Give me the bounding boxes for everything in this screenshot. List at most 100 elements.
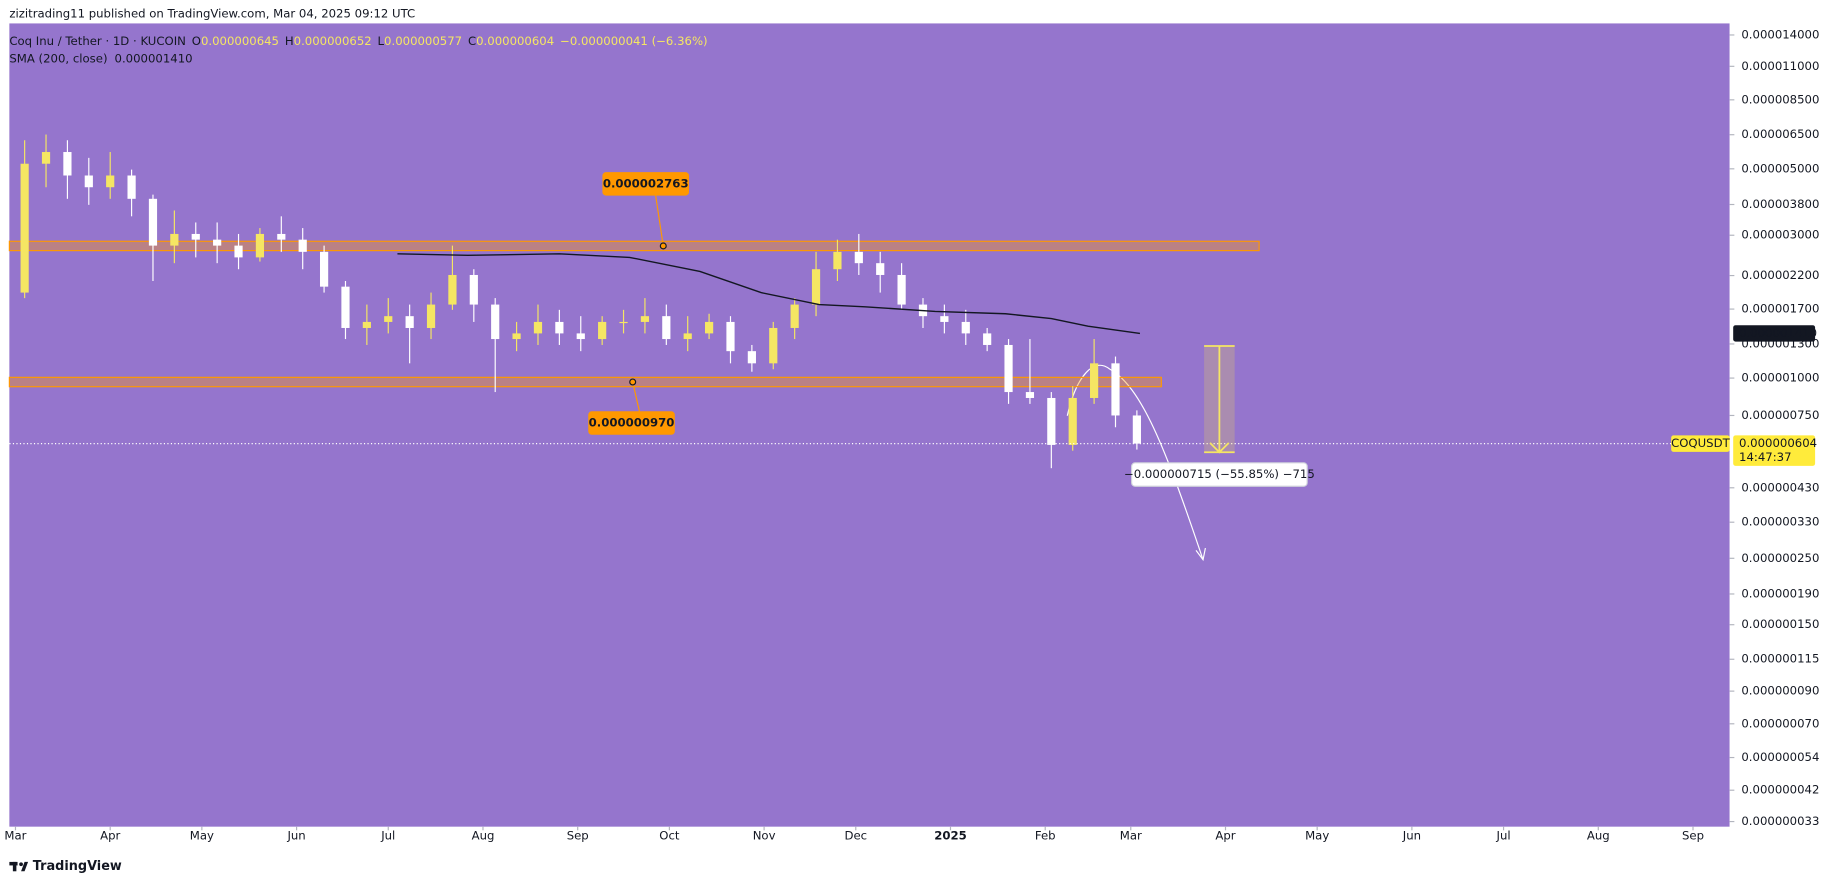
candle-body	[683, 333, 692, 340]
candle-body	[897, 274, 906, 305]
candle-body	[662, 316, 671, 340]
y-tick-label: 0.000000250	[1741, 551, 1819, 565]
candle-body	[1004, 344, 1013, 393]
y-tick-label: 0.000011000	[1741, 59, 1819, 73]
candle-body	[106, 175, 115, 188]
ohlc-value: 0.000000645	[201, 33, 279, 47]
candle-body	[769, 327, 778, 364]
y-tick-label: 0.000000070	[1741, 716, 1819, 730]
y-tick-label: 0.000000090	[1741, 684, 1819, 698]
candle-body	[1111, 363, 1120, 416]
y-tick-label: 0.000000430	[1741, 480, 1819, 494]
candle-body	[619, 321, 628, 324]
x-tick-label: Mar	[1120, 829, 1142, 843]
y-tick-label: 0.000008500	[1741, 92, 1819, 106]
candle-body	[234, 245, 243, 258]
y-tick-label: 0.000000115	[1741, 652, 1819, 666]
candle-body	[84, 175, 93, 188]
y-tick-label: 0.000000033	[1741, 814, 1819, 828]
candle-body	[876, 263, 885, 275]
y-tick-label: 0.000001000	[1741, 371, 1819, 385]
ohlc-value: 0.000000604	[476, 33, 554, 47]
x-tick-label: Apr	[100, 829, 120, 843]
candle-body	[63, 152, 72, 176]
level-anchor	[659, 242, 667, 250]
candle-body	[41, 152, 51, 164]
symbol-tag-label: COQUSDT	[1671, 436, 1731, 450]
ohlc-value: 0.000000577	[384, 33, 462, 47]
publisher: zizitrading11 published on TradingView.c…	[9, 7, 415, 21]
candle-body	[148, 198, 158, 246]
measure-label-box	[1131, 462, 1308, 487]
symbol-tag	[1671, 435, 1730, 452]
candle-body	[319, 251, 329, 287]
candle-body	[469, 274, 478, 305]
y-tick-label: 0.000006500	[1741, 127, 1819, 141]
ohlc-prefix: O	[192, 33, 201, 47]
candle-body	[961, 321, 970, 334]
candle-body	[940, 316, 949, 322]
candle-body	[362, 321, 371, 328]
x-tick-label: Oct	[659, 829, 680, 843]
candle-body	[811, 269, 821, 305]
sma-name: SMA (200, close)	[9, 51, 107, 65]
brand-logo	[9, 861, 29, 872]
candle-body	[1068, 397, 1077, 445]
y-tick-label: 0.000000042	[1741, 783, 1819, 797]
candle-body	[298, 239, 307, 252]
x-tick-label: Feb	[1035, 829, 1056, 843]
x-tick-label: 2025	[934, 829, 967, 843]
x-tick-label: Aug	[472, 829, 495, 843]
x-axis-background	[0, 826, 1730, 851]
projection-arrowhead	[1195, 547, 1206, 562]
y-tick-label: 0.000014000	[1741, 27, 1819, 41]
countdown: 14:47:37	[1739, 450, 1791, 464]
candle-body	[448, 274, 457, 305]
level-label: 0.000000970	[589, 416, 675, 430]
x-tick-label: Nov	[753, 829, 776, 843]
y-tick-label: 0.000000150	[1741, 617, 1819, 631]
plot-background	[9, 23, 1730, 827]
y-tick-label: 0.000001700	[1741, 302, 1819, 316]
candle-body	[854, 251, 863, 264]
candle-body	[191, 233, 200, 240]
candle-body	[20, 163, 29, 293]
candle-body	[576, 333, 585, 340]
y-tick-label: 0.000003000	[1741, 228, 1819, 242]
brand: TradingView	[33, 859, 122, 874]
level-label-box	[602, 172, 690, 196]
x-tick-label: Sep	[1682, 829, 1704, 843]
price-tag	[1733, 435, 1816, 466]
x-tick-label: Apr	[1215, 829, 1235, 843]
level-band	[8, 376, 1162, 388]
x-tick-label: Jul	[380, 829, 395, 843]
ohlc-prefix: H	[285, 33, 294, 47]
candle-body	[598, 321, 607, 340]
candle-body	[213, 239, 222, 246]
y-tick-label: 0.000000190	[1741, 586, 1819, 600]
y-axis-background	[1729, 0, 1835, 851]
candle-body	[127, 175, 136, 199]
x-tick-label: May	[1305, 829, 1329, 843]
y-tick-label: 0.000000330	[1741, 515, 1819, 529]
measure-label: −0.000000715 (−55.85%) −715	[1124, 467, 1315, 481]
candle-body	[726, 321, 735, 352]
candle-body	[790, 304, 799, 328]
candle-body	[640, 316, 650, 322]
sma-value: 0.000001410	[115, 51, 193, 65]
candle-body	[1132, 415, 1141, 444]
sma-tag-label: 0.000001410	[1739, 326, 1817, 340]
candle-body	[384, 316, 393, 322]
level-anchor	[629, 378, 637, 386]
symbol-title: Coq Inu / Tether · 1D · KUCOIN	[9, 33, 186, 47]
x-tick-label: Dec	[844, 829, 867, 843]
candle-body	[341, 286, 350, 328]
legend-title: Coq Inu / Tether · 1D · KUCOIN O0.0000006…	[9, 33, 707, 47]
ohlc-prefix: C	[468, 33, 476, 47]
change-value: −0.000000041 (−6.36%)	[560, 33, 708, 47]
candle-body	[255, 233, 265, 258]
sma-line	[397, 253, 1141, 335]
level-band	[8, 240, 1260, 252]
y-tick-label: 0.000000750	[1741, 408, 1819, 422]
